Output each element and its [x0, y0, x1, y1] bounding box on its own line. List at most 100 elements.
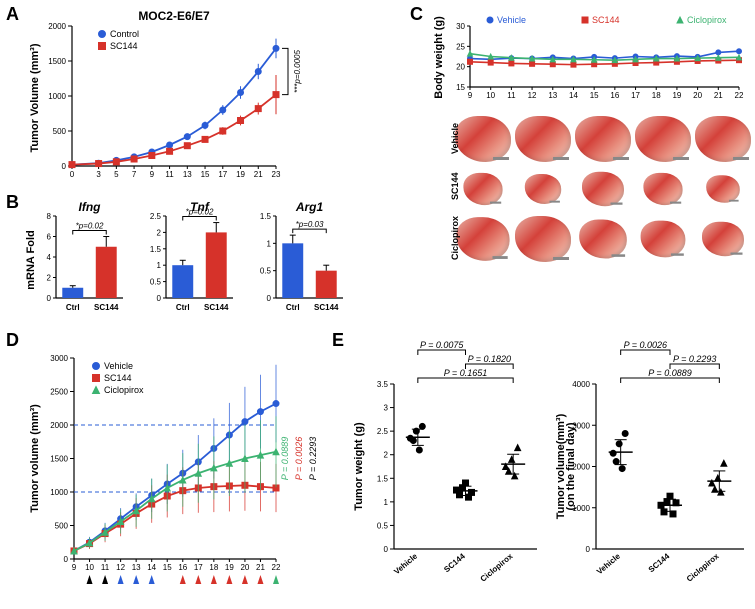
svg-text:3: 3 — [96, 170, 101, 179]
svg-text:Tumor weight (g): Tumor weight (g) — [353, 422, 365, 511]
svg-text:0.5: 0.5 — [260, 267, 272, 276]
svg-text:*p=0.02: *p=0.02 — [76, 222, 104, 231]
svg-text:Vehicle: Vehicle — [104, 361, 133, 371]
svg-text:4000: 4000 — [572, 380, 590, 389]
svg-text:3: 3 — [384, 404, 389, 413]
svg-text:14: 14 — [569, 91, 578, 100]
tumor-photo — [575, 116, 631, 162]
svg-text:22: 22 — [735, 91, 744, 100]
svg-text:Ctrl: Ctrl — [286, 303, 300, 312]
svg-text:1500: 1500 — [50, 455, 68, 464]
svg-text:Ctrl: Ctrl — [66, 303, 80, 312]
svg-text:Tumor volume (mm³): Tumor volume (mm³) — [29, 404, 41, 513]
svg-text:SC144: SC144 — [442, 551, 467, 574]
tumor-photo — [515, 116, 571, 162]
tumor-photo — [635, 116, 691, 162]
svg-text:13: 13 — [132, 563, 141, 572]
svg-text:SC144: SC144 — [647, 551, 672, 574]
svg-text:19: 19 — [236, 170, 245, 179]
svg-text:2.5: 2.5 — [377, 427, 389, 436]
svg-text:1: 1 — [384, 498, 389, 507]
tumor-photo — [702, 222, 744, 257]
svg-text:SC144: SC144 — [314, 303, 339, 312]
svg-text:1: 1 — [157, 261, 162, 270]
svg-text:P = 0.0026: P = 0.0026 — [624, 340, 667, 350]
svg-text:0: 0 — [70, 170, 75, 179]
svg-text:17: 17 — [194, 563, 203, 572]
svg-text:P = 0.0075: P = 0.0075 — [420, 340, 464, 350]
svg-text:17: 17 — [631, 91, 640, 100]
svg-text:12: 12 — [528, 91, 537, 100]
svg-text:1000: 1000 — [48, 92, 66, 101]
svg-text:1000: 1000 — [50, 488, 68, 497]
svg-text:2: 2 — [47, 274, 52, 283]
svg-text:SC144: SC144 — [204, 303, 229, 312]
svg-text:0: 0 — [384, 545, 389, 554]
svg-text:13: 13 — [548, 91, 557, 100]
svg-text:Vehicle: Vehicle — [595, 551, 622, 576]
svg-text:2000: 2000 — [50, 421, 68, 430]
svg-text:2: 2 — [157, 228, 162, 237]
panel-label-c: C — [410, 4, 423, 25]
svg-text:20: 20 — [693, 91, 702, 100]
tumor-photo — [643, 173, 682, 205]
svg-text:0: 0 — [267, 294, 272, 303]
svg-text:21: 21 — [254, 170, 263, 179]
svg-text:3.5: 3.5 — [377, 380, 389, 389]
svg-text:Tumor Volume (mm³): Tumor Volume (mm³) — [29, 43, 41, 152]
svg-text:Ifng: Ifng — [79, 200, 102, 214]
svg-text:Vehicle: Vehicle — [392, 551, 419, 576]
svg-text:8: 8 — [47, 212, 52, 221]
tumor-photo — [455, 116, 511, 162]
svg-text:P = 0.0026: P = 0.0026 — [294, 437, 304, 480]
svg-text:20: 20 — [456, 63, 465, 72]
svg-text:2.5: 2.5 — [150, 212, 162, 221]
panel-label-a: A — [6, 4, 19, 25]
svg-text:30: 30 — [456, 22, 465, 31]
svg-text:Control: Control — [110, 29, 139, 39]
svg-text:2: 2 — [384, 451, 389, 460]
svg-text:P = 0.2293: P = 0.2293 — [673, 354, 716, 364]
svg-text:Ciclopirox: Ciclopirox — [479, 551, 515, 583]
svg-text:SC144: SC144 — [94, 303, 119, 312]
svg-text:Ciclopirox: Ciclopirox — [685, 551, 721, 583]
panel-label-b: B — [6, 192, 19, 213]
svg-text:0.5: 0.5 — [150, 278, 162, 287]
svg-text:11: 11 — [165, 170, 174, 179]
svg-text:0: 0 — [64, 555, 69, 564]
tumor-row-label-vehicle: Vehicle — [450, 123, 460, 154]
svg-text:1.5: 1.5 — [260, 212, 272, 221]
svg-text:12: 12 — [116, 563, 125, 572]
panel-b-chart-ifng: Ifng02468mRNA FoldCtrlSC144*p=0.02 — [24, 200, 129, 320]
svg-text:13: 13 — [183, 170, 192, 179]
svg-text:Arg1: Arg1 — [295, 200, 324, 214]
svg-text:0.5: 0.5 — [377, 521, 389, 530]
svg-text:0: 0 — [586, 545, 591, 554]
svg-text:MOC2-E6/E7: MOC2-E6/E7 — [138, 9, 210, 23]
svg-text:Ciclopirox: Ciclopirox — [687, 15, 727, 25]
svg-text:10: 10 — [85, 563, 94, 572]
svg-text:17: 17 — [218, 170, 227, 179]
svg-text:Body weight (g): Body weight (g) — [433, 16, 445, 99]
svg-text:2500: 2500 — [50, 388, 68, 397]
svg-text:0: 0 — [62, 162, 67, 171]
svg-text:15: 15 — [456, 83, 465, 92]
svg-text:20: 20 — [240, 563, 249, 572]
svg-text:4: 4 — [47, 253, 52, 262]
tumor-photo-grid — [455, 116, 751, 262]
svg-text:22: 22 — [272, 563, 281, 572]
svg-text:P = 0.1820: P = 0.1820 — [468, 354, 511, 364]
svg-text:15: 15 — [201, 170, 210, 179]
tumor-photo — [456, 217, 509, 261]
svg-text:3000: 3000 — [50, 354, 68, 363]
tumor-photo — [641, 221, 686, 258]
svg-text:23: 23 — [272, 170, 281, 179]
panel-d-chart: 0500100015002000250030009101112131415161… — [24, 340, 334, 605]
svg-text:16: 16 — [178, 563, 187, 572]
svg-text:P = 0.1651: P = 0.1651 — [444, 368, 487, 378]
svg-text:18: 18 — [652, 91, 661, 100]
panel-a-chart: MOC2-E6/E7050010001500200003579111315171… — [24, 8, 324, 188]
tumor-row-label-ciclopirox: Ciclopirox — [450, 216, 460, 260]
svg-text:1500: 1500 — [48, 57, 66, 66]
svg-text:2000: 2000 — [48, 22, 66, 31]
